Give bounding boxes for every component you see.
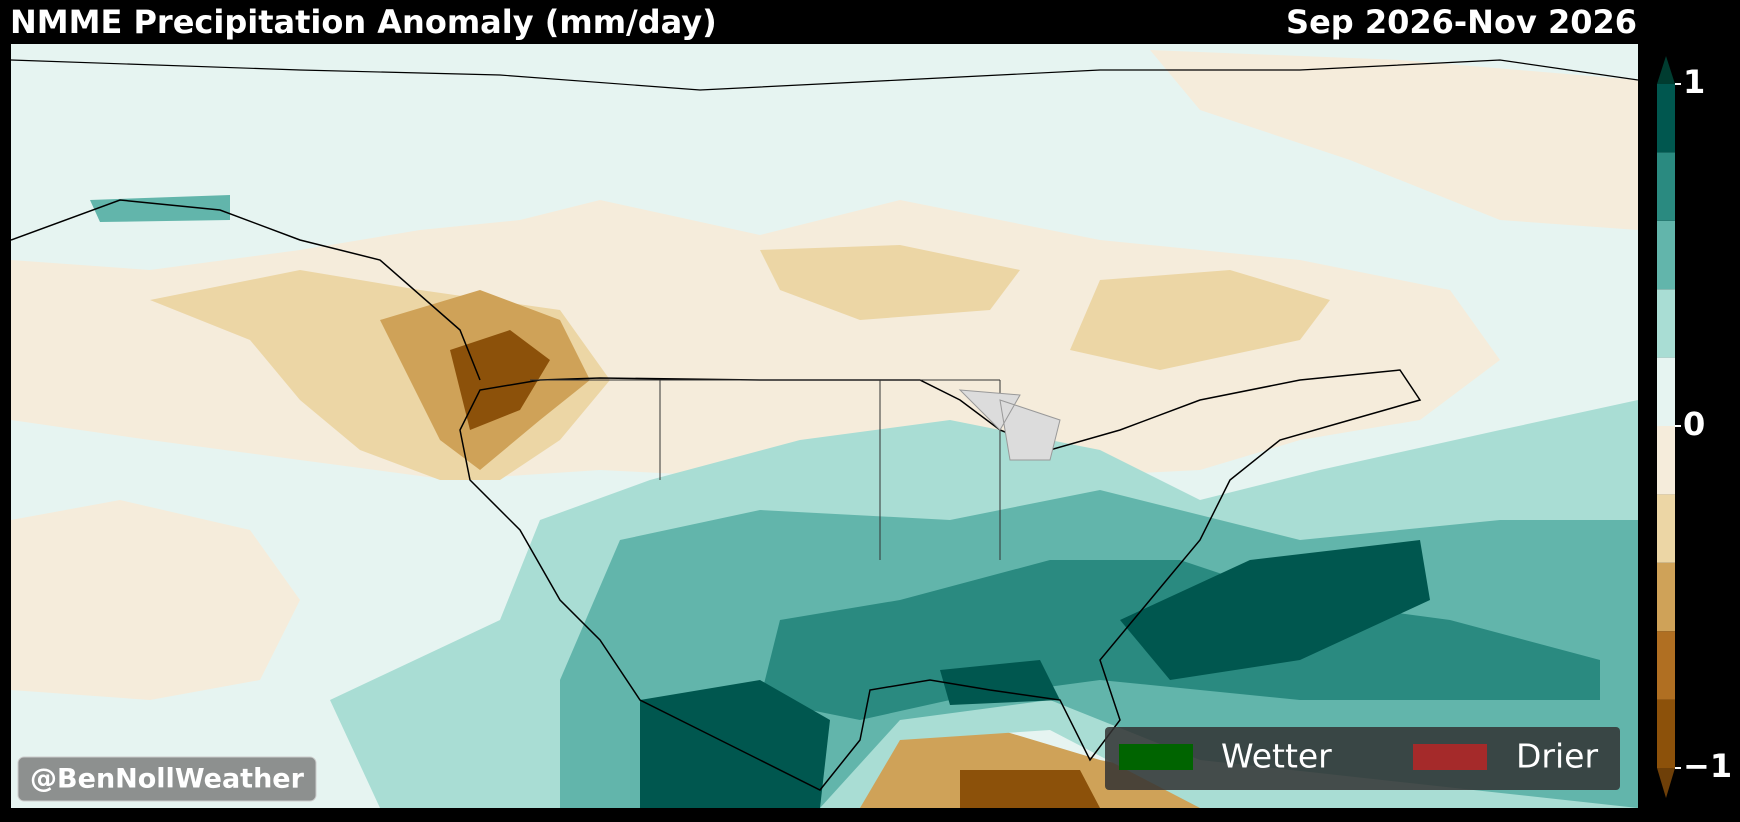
colorbar-segment [1657,220,1675,290]
wet-region [90,195,230,222]
period: Sep 2026-Nov 2026 [1286,3,1637,41]
legend-label: Wetter [1221,737,1332,776]
colorbar-segment [1657,699,1675,768]
lakes [958,389,1061,461]
colorbar-segment [1657,494,1675,563]
legend-box [1105,727,1620,790]
legend-swatch [1413,744,1487,770]
dry-region [1150,50,1638,230]
wet-region [640,680,830,808]
legend-label: Drier [1516,737,1598,776]
colorbar-segment [1657,357,1675,426]
watermark-background [17,756,317,802]
legend-swatch [1119,744,1193,770]
coastline [11,199,481,381]
colorbar-tick-label: −1 [1683,747,1732,785]
wet-region [1120,540,1430,680]
dry-region [1070,270,1330,370]
dry-region [760,245,1020,320]
watermark: @BenNollWeather [30,764,305,795]
coastline [11,59,1638,91]
wet-region [940,660,1060,705]
legend: Wetter Drier [1105,727,1620,790]
borders [530,379,1001,560]
colorbar-segment [1657,84,1675,153]
colorbar: 1 0 −1 [1657,56,1732,798]
title: NMME Precipitation Anomaly (mm/day) [10,3,717,41]
colorbar-tick-label: 0 [1683,405,1705,443]
colorbar-segment [1657,152,1675,221]
colorbar-extend-over [1657,56,1675,84]
colorbar-segment [1657,562,1675,632]
dry-region [960,770,1100,808]
colorbar-tick-label: 1 [1683,63,1705,101]
colorbar-segment [1657,631,1675,700]
colorbar-segment [1657,289,1675,358]
map [11,44,1638,808]
dry-region [11,500,300,700]
colorbar-extend-under [1657,768,1675,798]
watermark-box: @BenNollWeather [17,756,317,802]
colorbar-segment [1657,426,1675,495]
dry-region [450,330,550,430]
